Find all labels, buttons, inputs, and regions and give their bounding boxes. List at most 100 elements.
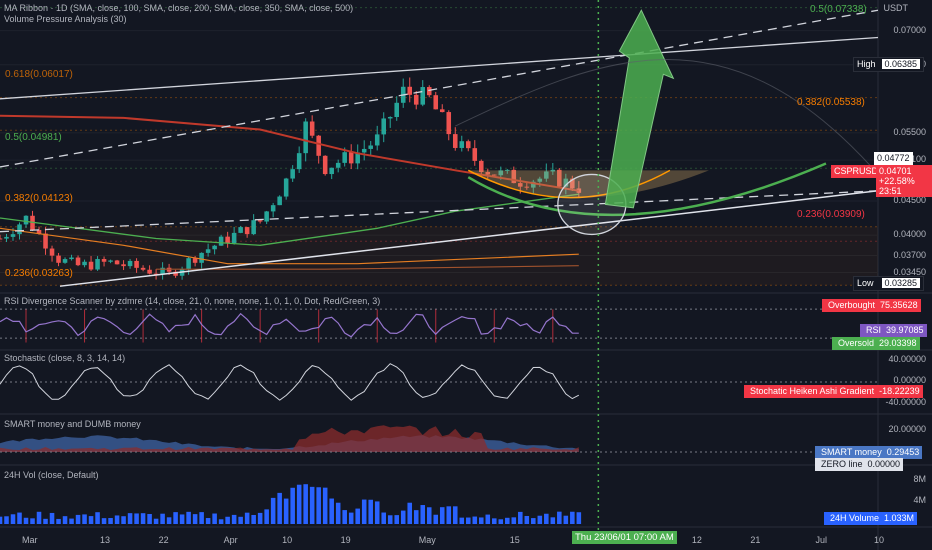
time-label-2: 22 xyxy=(158,535,169,545)
volume-bar-77 xyxy=(498,519,504,524)
candle-37 xyxy=(238,227,243,233)
candle-10 xyxy=(62,259,68,263)
candle-33 xyxy=(212,245,217,250)
volume-bar-34 xyxy=(218,519,224,524)
candle-45 xyxy=(290,169,295,179)
candle-83 xyxy=(537,178,543,182)
volume-bar-83 xyxy=(537,515,543,524)
volume-bar-33 xyxy=(212,513,217,524)
stoch-tag-value: -18.22239 xyxy=(879,386,920,396)
ma500-line xyxy=(156,265,579,270)
high-value: 0.06385 xyxy=(881,59,921,69)
candle-63 xyxy=(407,86,413,95)
candle-18 xyxy=(114,260,120,265)
volume-bar-19 xyxy=(121,516,126,524)
candle-57 xyxy=(368,145,373,149)
volume-bar-63 xyxy=(407,502,413,524)
candle-77 xyxy=(498,170,504,176)
high-label: High xyxy=(857,59,876,69)
volume-bar-31 xyxy=(199,512,204,524)
oversold-value: 29.03398 xyxy=(879,338,917,348)
candle-88 xyxy=(570,178,575,189)
candle-36 xyxy=(231,232,237,244)
smart-label: SMART money xyxy=(821,447,882,457)
bar-countdown: 23:51 xyxy=(879,186,902,196)
rsi-oversold-tag: Oversold 29.03398 xyxy=(832,337,920,350)
volume-bar-78 xyxy=(505,517,510,524)
volume-bar-71 xyxy=(459,517,465,524)
smart-money-tag: SMART money 0.29453 xyxy=(815,446,923,459)
projection-band xyxy=(455,59,872,168)
candle-16 xyxy=(101,259,107,262)
candle-70 xyxy=(452,134,458,148)
candle-75 xyxy=(485,172,491,175)
volume-bar-41 xyxy=(264,509,269,524)
trendline-mid-dashed xyxy=(0,9,879,168)
candle-64 xyxy=(413,94,419,105)
candle-38 xyxy=(244,227,250,235)
candle-54 xyxy=(348,152,354,164)
volume-bar-80 xyxy=(518,511,523,524)
volume-bar-84 xyxy=(544,513,549,524)
candle-0 xyxy=(0,238,3,240)
volume-bar-23 xyxy=(147,514,152,524)
candle-34 xyxy=(218,236,224,246)
candle-68 xyxy=(439,109,445,113)
volume-bar-8 xyxy=(49,512,55,524)
volume-bar-76 xyxy=(492,518,497,524)
volume-bar-38 xyxy=(244,512,250,524)
candle-11 xyxy=(69,257,74,260)
candle-27 xyxy=(173,271,178,276)
volume-bar-5 xyxy=(30,518,35,524)
candle-58 xyxy=(374,134,380,146)
volume-bar-35 xyxy=(225,516,230,524)
candle-82 xyxy=(531,181,536,188)
candle-66 xyxy=(426,87,432,96)
rsi-label: RSI xyxy=(866,325,882,335)
stoch-pane-title: Stochastic (close, 8, 3, 14, 14) xyxy=(4,353,126,363)
candle-4 xyxy=(23,215,29,225)
ma100-line xyxy=(0,193,579,246)
volume-bar-16 xyxy=(101,518,107,524)
price-change: +22.58% xyxy=(879,176,915,186)
candle-24 xyxy=(153,273,159,275)
volume-bar-26 xyxy=(166,517,172,524)
price-tick-7: 0.03450 xyxy=(893,266,926,277)
candle-65 xyxy=(420,87,426,105)
low-tag: Low 0.03285 xyxy=(853,276,925,291)
volume-bar-67 xyxy=(433,514,439,524)
volume-bar-54 xyxy=(348,512,354,524)
volume-bar-12 xyxy=(75,514,81,524)
volume-tag: 24H Volume 1.033M xyxy=(824,512,918,525)
price-tick-4: 0.04500 xyxy=(893,195,926,205)
candle-78 xyxy=(505,169,510,171)
smart-tick-0: 20.00000 xyxy=(888,424,926,434)
volume-bar-30 xyxy=(192,514,198,524)
rsi-pane-title: RSI Divergence Scanner by zdmre (14, clo… xyxy=(4,296,381,306)
candle-40 xyxy=(257,220,263,222)
time-label-4: 10 xyxy=(282,535,293,545)
volume-bar-36 xyxy=(231,514,237,524)
candle-56 xyxy=(361,148,367,153)
price-tick-6: 0.03700 xyxy=(893,249,926,260)
fib-label-1: 0.618(0.06017) xyxy=(5,69,73,80)
fib-label-0-text: 0.5(0.07338) xyxy=(810,4,867,15)
volume-bar-65 xyxy=(420,505,426,524)
volume-bar-25 xyxy=(160,513,165,524)
symbol-tag[interactable]: CSPRUSDT xyxy=(831,165,887,178)
candle-55 xyxy=(355,152,360,164)
candle-29 xyxy=(186,258,191,270)
candle-9 xyxy=(56,255,61,263)
volume-bar-69 xyxy=(446,506,452,524)
candle-86 xyxy=(557,169,562,187)
candle-43 xyxy=(277,196,282,206)
volume-bar-88 xyxy=(570,511,575,524)
candle-2 xyxy=(10,234,16,237)
candle-73 xyxy=(472,148,478,161)
candle-20 xyxy=(127,260,133,267)
candle-25 xyxy=(160,267,165,275)
volume-bar-2 xyxy=(10,514,16,524)
candle-80 xyxy=(518,183,523,187)
time-label-9: 21 xyxy=(750,535,761,545)
